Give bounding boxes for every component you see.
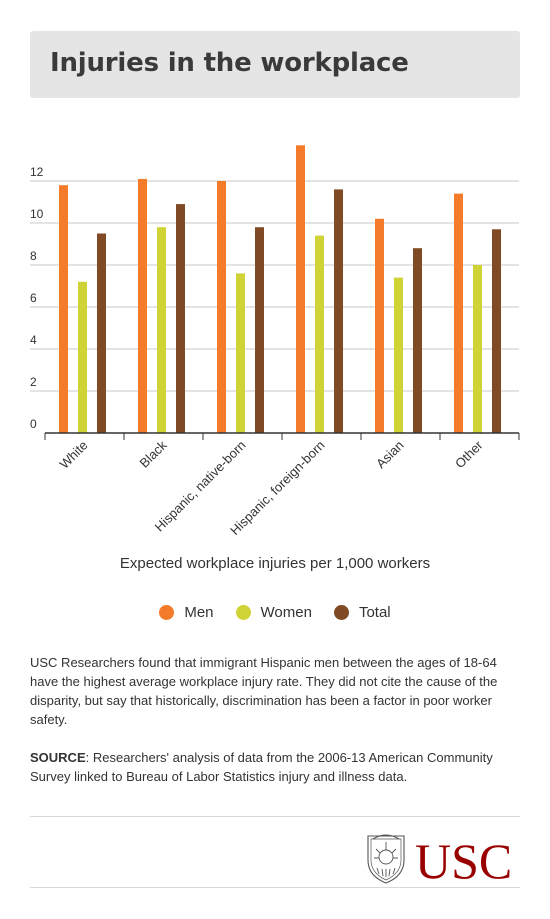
y-tick-label: 0	[30, 417, 37, 431]
bar-men-black	[138, 178, 147, 433]
divider-bottom	[30, 887, 520, 888]
y-tick-label: 2	[30, 375, 37, 389]
bar-total-white	[97, 233, 106, 433]
bar-women-asian	[394, 277, 403, 433]
bar-men-other	[454, 193, 463, 433]
bar-women-black	[157, 227, 166, 433]
legend-label-total: Total	[358, 604, 391, 621]
bars	[59, 145, 501, 434]
legend-label-women: Women	[260, 604, 312, 621]
legend-item-men: Men	[159, 604, 214, 621]
x-axis	[44, 432, 520, 440]
usc-seal-icon	[367, 834, 405, 884]
y-tick-label: 12	[30, 165, 44, 179]
legend-item-women: Women	[235, 604, 312, 621]
x-axis-label: Expected workplace injuries per 1,000 wo…	[119, 555, 431, 572]
x-tick-label: Asian	[373, 438, 407, 472]
x-tick-label: Black	[137, 437, 170, 470]
legend-item-total: Total	[333, 604, 391, 621]
y-tick-labels: 0 2 4 6 8 10 12	[30, 165, 44, 431]
divider-top	[30, 816, 520, 817]
title-box: Injuries in the workplace	[30, 31, 520, 98]
bar-total-hispanic-native-born	[255, 227, 264, 433]
usc-logo-text: USC	[415, 833, 512, 886]
y-tick-label: 4	[30, 333, 37, 347]
bar-women-white	[78, 281, 87, 433]
legend-swatch-men	[159, 605, 175, 620]
bar-women-hispanic-foreign-born	[315, 235, 324, 433]
bar-total-hispanic-foreign-born	[334, 189, 343, 433]
usc-logo: USC	[367, 833, 512, 886]
source-label: SOURCE	[30, 750, 86, 765]
legend-label-men: Men	[184, 604, 214, 621]
source-text: : Researchers' analysis of data from the…	[30, 750, 493, 784]
page-title: Injuries in the workplace	[50, 48, 409, 78]
y-tick-label: 10	[30, 207, 44, 221]
bar-men-hispanic-native-born	[217, 181, 226, 433]
x-tick-label: Other	[452, 437, 486, 471]
bar-men-hispanic-foreign-born	[296, 145, 305, 434]
y-tick-label: 8	[30, 249, 37, 263]
source-note: SOURCE: Researchers' analysis of data fr…	[30, 748, 522, 786]
bar-total-other	[492, 229, 501, 433]
bar-total-black	[176, 204, 185, 433]
bar-total-asian	[413, 248, 422, 433]
legend-swatch-women	[235, 605, 251, 620]
bar-women-hispanic-native-born	[236, 273, 245, 433]
y-tick-label: 6	[30, 291, 37, 305]
summary-text: USC Researchers found that immigrant His…	[30, 655, 498, 727]
bar-men-white	[59, 185, 68, 433]
gridlines	[30, 180, 519, 392]
x-tick-label: White	[57, 438, 91, 472]
bar-men-asian	[375, 218, 384, 433]
bar-women-other	[473, 265, 482, 433]
legend: Men Women Total	[0, 604, 550, 621]
legend-swatch-total	[333, 605, 349, 620]
